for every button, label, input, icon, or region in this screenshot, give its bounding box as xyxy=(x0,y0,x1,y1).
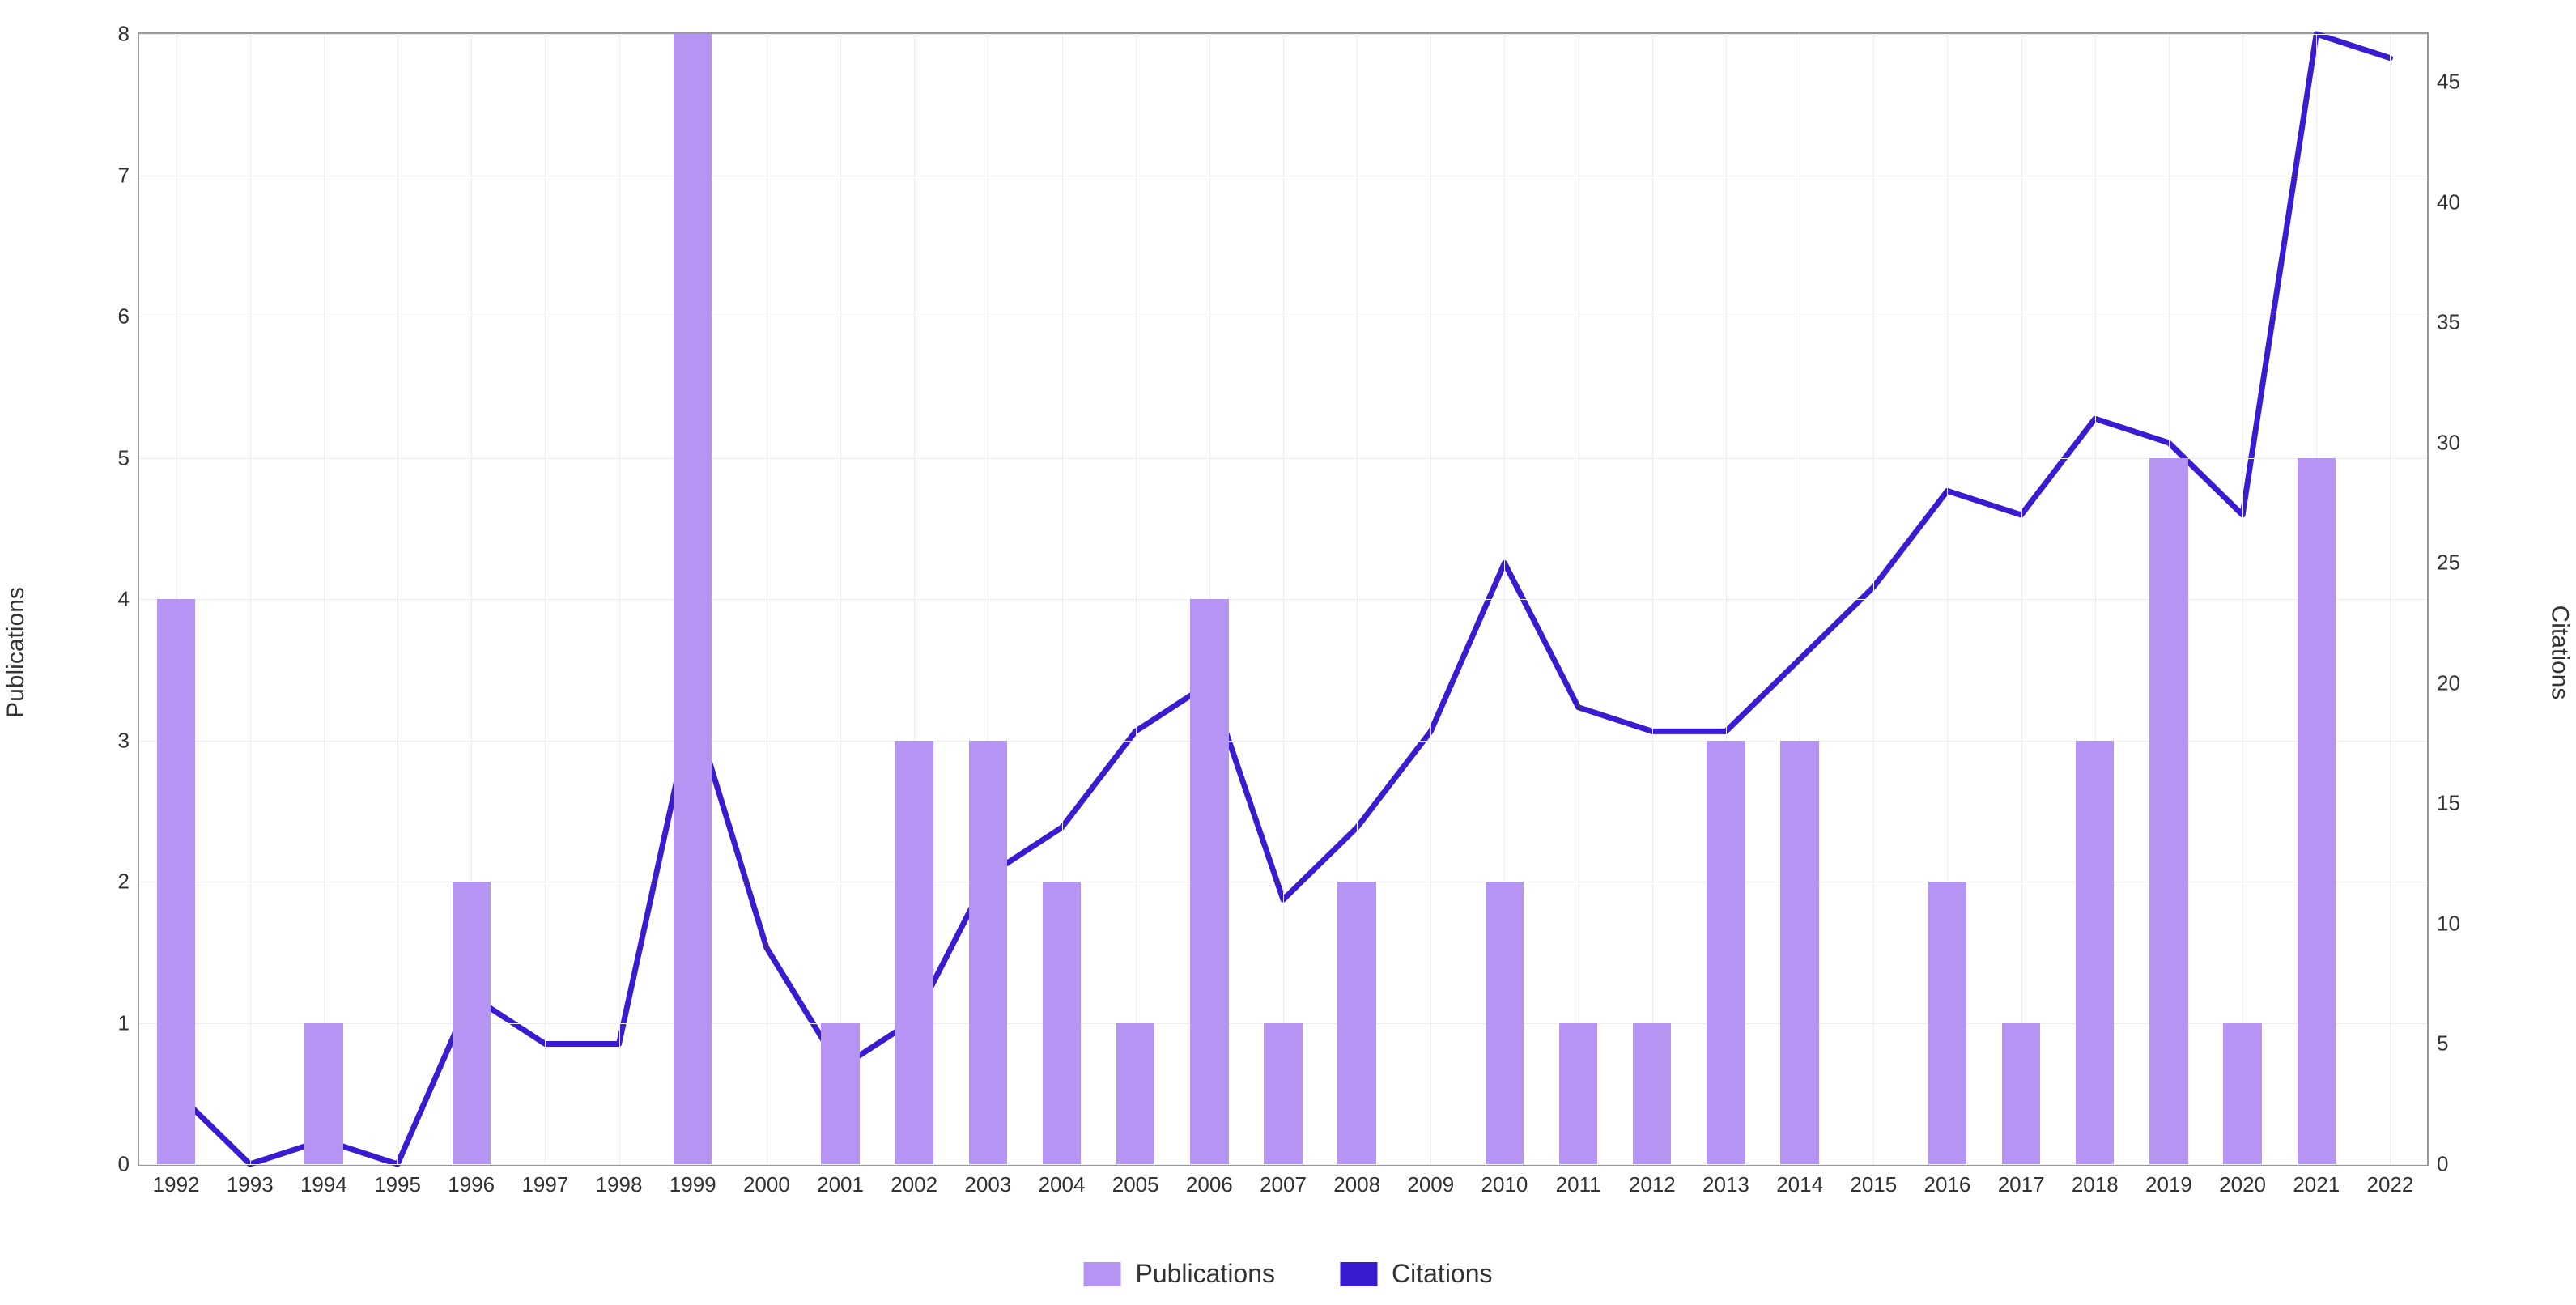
grid-h xyxy=(139,599,2427,600)
x-tick-label: 2003 xyxy=(964,1172,1011,1197)
y-left-tick-label: 4 xyxy=(81,587,130,612)
x-tick-label: 2006 xyxy=(1186,1172,1233,1197)
x-tick-label: 2002 xyxy=(891,1172,937,1197)
publications-bar xyxy=(1780,741,1818,1165)
x-tick-label: 2016 xyxy=(1924,1172,1971,1197)
y-left-tick-label: 7 xyxy=(81,163,130,188)
x-tick-label: 1994 xyxy=(300,1172,347,1197)
y-right-tick-label: 40 xyxy=(2437,189,2485,215)
y-left-tick-label: 6 xyxy=(81,304,130,329)
x-tick-label: 2010 xyxy=(1481,1172,1528,1197)
grid-h xyxy=(139,34,2427,35)
publications-bar xyxy=(1559,1023,1597,1165)
x-tick-label: 2013 xyxy=(1702,1172,1749,1197)
publications-bar xyxy=(1116,1023,1154,1165)
y-right-tick-label: 5 xyxy=(2437,1031,2485,1056)
grid-h xyxy=(139,1164,2427,1165)
x-tick-label: 1997 xyxy=(521,1172,568,1197)
x-tick-label: 2019 xyxy=(2145,1172,2192,1197)
x-tick-label: 1992 xyxy=(153,1172,200,1197)
publications-bar xyxy=(1633,1023,1671,1165)
y-right-tick-label: 30 xyxy=(2437,430,2485,455)
x-tick-label: 2012 xyxy=(1629,1172,1676,1197)
y-right-tick-label: 35 xyxy=(2437,310,2485,335)
publications-bar xyxy=(1337,882,1375,1164)
x-tick-label: 2021 xyxy=(2293,1172,2340,1197)
publications-bar xyxy=(2223,1023,2261,1165)
x-tick-label: 1996 xyxy=(448,1172,495,1197)
x-tick-label: 2011 xyxy=(1556,1172,1601,1197)
x-tick-label: 2020 xyxy=(2219,1172,2266,1197)
publications-bar xyxy=(2298,458,2336,1165)
legend: Publications Citations xyxy=(1083,1259,1492,1289)
plot-area: 1992199319941995199619971998199920002001… xyxy=(138,32,2429,1166)
y-left-tick-label: 0 xyxy=(81,1152,130,1177)
legend-item-publications: Publications xyxy=(1083,1259,1275,1289)
publications-bar xyxy=(895,741,933,1165)
y-right-tick-label: 20 xyxy=(2437,670,2485,695)
publications-bar xyxy=(1190,599,1228,1164)
y-right-tick-label: 15 xyxy=(2437,791,2485,816)
y-left-tick-label: 2 xyxy=(81,869,130,895)
y-left-tick-label: 1 xyxy=(81,1010,130,1035)
x-tick-label: 2022 xyxy=(2366,1172,2413,1197)
x-tick-label: 1999 xyxy=(670,1172,716,1197)
x-tick-label: 2017 xyxy=(1998,1172,2045,1197)
x-tick-label: 2001 xyxy=(817,1172,864,1197)
publications-bar xyxy=(157,599,195,1164)
publications-bar xyxy=(1264,1023,1302,1165)
y-right-tick-label: 25 xyxy=(2437,550,2485,576)
publications-swatch xyxy=(1083,1262,1120,1286)
publications-bar xyxy=(969,741,1007,1165)
publications-citations-chart: Publications Citations 19921993199419951… xyxy=(0,0,2576,1305)
publications-bar xyxy=(304,1023,342,1165)
publications-bar xyxy=(674,34,712,1164)
publications-bar xyxy=(2002,1023,2040,1165)
x-tick-label: 2014 xyxy=(1776,1172,1823,1197)
x-tick-label: 1998 xyxy=(596,1172,643,1197)
grid-h xyxy=(139,458,2427,459)
publications-bar xyxy=(1928,882,1966,1164)
x-tick-label: 2015 xyxy=(1850,1172,1897,1197)
x-tick-label: 2007 xyxy=(1260,1172,1307,1197)
x-tick-label: 2005 xyxy=(1112,1172,1159,1197)
y-right-tick-label: 10 xyxy=(2437,911,2485,936)
x-tick-label: 2009 xyxy=(1407,1172,1454,1197)
y-left-tick-label: 3 xyxy=(81,728,130,753)
publications-bar xyxy=(453,882,491,1164)
x-tick-label: 2018 xyxy=(2072,1172,2119,1197)
publications-bar xyxy=(821,1023,859,1165)
x-tick-label: 2004 xyxy=(1039,1172,1086,1197)
y-right-tick-label: 45 xyxy=(2437,70,2485,95)
x-tick-label: 1993 xyxy=(227,1172,274,1197)
x-tick-label: 2008 xyxy=(1333,1172,1380,1197)
y-axis-right-label: Citations xyxy=(2546,606,2574,700)
publications-bar xyxy=(1043,882,1081,1164)
x-tick-label: 1995 xyxy=(374,1172,421,1197)
publications-bar xyxy=(2149,458,2187,1165)
citations-swatch xyxy=(1340,1262,1377,1286)
legend-label-publications: Publications xyxy=(1135,1259,1275,1289)
publications-bar xyxy=(1486,882,1524,1164)
legend-label-citations: Citations xyxy=(1392,1259,1493,1289)
x-tick-label: 2000 xyxy=(743,1172,790,1197)
y-left-tick-label: 8 xyxy=(81,22,130,47)
publications-bar xyxy=(2076,741,2114,1165)
y-axis-left-label: Publications xyxy=(2,587,30,718)
legend-item-citations: Citations xyxy=(1340,1259,1493,1289)
publications-bar xyxy=(1707,741,1745,1165)
y-right-tick-label: 0 xyxy=(2437,1152,2485,1177)
y-left-tick-label: 5 xyxy=(81,445,130,470)
